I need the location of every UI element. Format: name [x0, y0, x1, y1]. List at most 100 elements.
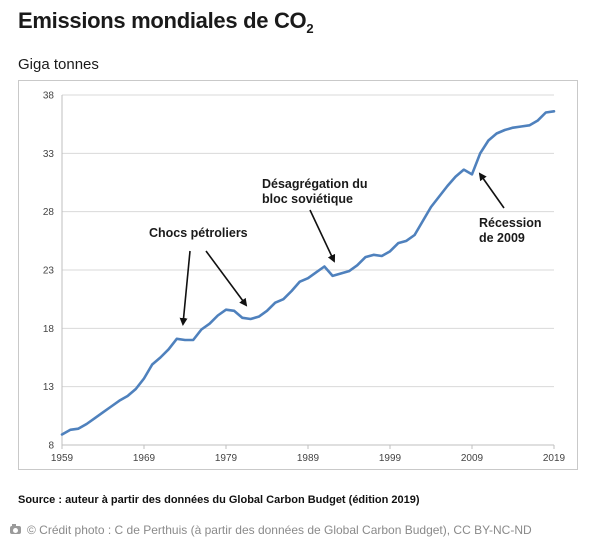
data-point	[389, 250, 391, 253]
data-point	[274, 301, 277, 304]
y-tick-label: 18	[43, 324, 55, 335]
title-main: Emissions mondiales de CO	[18, 8, 307, 33]
data-point	[356, 264, 359, 267]
x-tick-label: 1989	[297, 453, 320, 464]
data-point	[520, 125, 522, 128]
data-point	[77, 427, 80, 430]
x-tick-label: 1999	[379, 453, 402, 464]
data-point	[504, 129, 506, 131]
data-point	[61, 433, 63, 436]
data-point	[487, 139, 490, 142]
data-point	[479, 152, 482, 155]
data-point	[381, 255, 383, 257]
data-point	[299, 280, 301, 283]
data-point	[553, 110, 555, 113]
data-point	[208, 322, 211, 325]
annotations: Chocs pétroliers Désagrégation du bloc sov…	[149, 172, 542, 326]
annotation-line: bloc soviétique	[262, 192, 353, 206]
data-point	[135, 388, 137, 390]
gridlines	[62, 94, 554, 446]
data-point	[110, 405, 112, 408]
data-point	[528, 124, 531, 127]
x-tick-label: 1979	[215, 453, 238, 464]
data-point	[512, 126, 514, 129]
data-point	[266, 310, 268, 312]
annotation-line: Récession	[479, 216, 542, 230]
data-point	[85, 423, 88, 425]
y-tick-label: 33	[43, 149, 55, 160]
x-tick-label: 2009	[461, 453, 484, 464]
data-point	[69, 429, 71, 431]
x-tick-label: 2019	[543, 453, 566, 464]
y-tick-label: 23	[43, 266, 55, 277]
chart-title: Emissions mondiales de CO2	[18, 8, 314, 36]
y-tick-label: 13	[43, 382, 55, 393]
data-point	[307, 277, 309, 279]
data-point	[405, 240, 408, 242]
chart-frame	[18, 80, 578, 470]
data-point	[430, 206, 432, 208]
credit-text: © Crédit photo : C de Perthuis (à partir…	[27, 523, 532, 537]
data-point	[446, 185, 449, 187]
title-subscript: 2	[306, 21, 314, 36]
photo-credit: © Crédit photo : C de Perthuis (à partir…	[10, 523, 532, 537]
data-point	[545, 111, 547, 114]
data-point	[241, 317, 244, 319]
data-point	[422, 220, 424, 222]
data-point	[233, 310, 235, 312]
y-tick-label: 28	[43, 207, 55, 218]
data-point	[315, 271, 318, 274]
data-point	[340, 272, 342, 275]
data-point	[282, 298, 285, 300]
annotation-oil: Chocs pétroliers	[149, 226, 248, 240]
data-point	[94, 417, 96, 419]
annotation-crisis: Récession de 2009	[479, 216, 542, 245]
data-point	[192, 339, 194, 341]
data-point	[413, 234, 416, 236]
data-point	[454, 175, 457, 178]
annotation-arrow	[205, 250, 248, 307]
data-point	[372, 254, 375, 256]
data-point	[126, 395, 129, 397]
data-point	[176, 338, 178, 340]
x-tick-label: 1969	[133, 453, 156, 464]
data-point	[200, 328, 203, 331]
data-point	[151, 363, 153, 366]
annotation-line: Désagrégation du	[262, 177, 368, 191]
data-point	[258, 315, 260, 318]
y-tick-label: 8	[48, 441, 54, 452]
annotation-arrow	[309, 209, 336, 263]
x-tick-label: 1959	[51, 453, 74, 464]
annotation-arrow	[179, 250, 191, 326]
data-point	[323, 265, 326, 268]
data-point	[495, 132, 498, 135]
data-point	[471, 173, 473, 176]
unit-label: Giga tonnes	[18, 56, 99, 73]
data-point	[536, 119, 539, 122]
annotation-line: de 2009	[479, 231, 525, 245]
co2-emissions-line	[60, 110, 556, 436]
data-point	[118, 399, 121, 402]
axes: 8 13 18 23 28 33 38 1959 1969 1979 1989 1999 2009 201…	[43, 91, 566, 465]
source-note: Source : auteur à partir des données du …	[18, 494, 420, 506]
annotation-line: Chocs pétroliers	[149, 226, 248, 240]
emissions-chart: 8 13 18 23 28 33 38 1959 1969 1979 1989 1999 2009 201…	[43, 91, 566, 465]
data-point	[159, 356, 162, 359]
data-point	[143, 377, 145, 380]
data-point	[290, 290, 293, 292]
data-point	[102, 411, 104, 414]
data-point	[184, 339, 186, 341]
data-point	[364, 256, 367, 258]
annotation-arrow	[478, 172, 505, 209]
camera-icon	[10, 524, 21, 534]
data-point	[463, 168, 465, 171]
data-point	[331, 275, 334, 277]
data-point	[167, 348, 170, 351]
data-point	[438, 195, 441, 198]
series-layer	[60, 110, 556, 436]
data-point	[249, 318, 252, 320]
data-point	[225, 308, 227, 311]
annotation-ussr: Désagrégation du bloc soviétique	[262, 177, 368, 206]
data-point	[397, 242, 400, 244]
y-tick-label: 38	[43, 91, 55, 102]
